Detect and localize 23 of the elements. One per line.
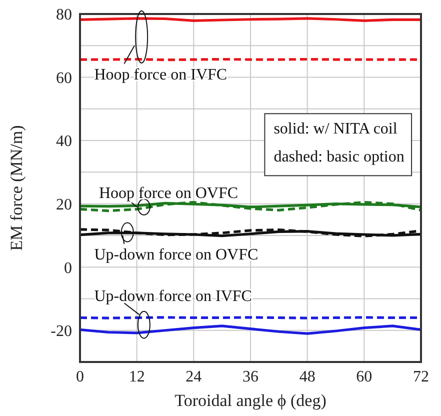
annotation: Up-down force on IVFC bbox=[94, 288, 252, 305]
x-tick-label: 72 bbox=[413, 368, 429, 386]
y-tick-label: 0 bbox=[64, 260, 72, 277]
x-axis-title: Toroidal angle ϕ (deg) bbox=[174, 391, 326, 410]
x-tick-label: 24 bbox=[186, 368, 202, 386]
x-tick-label: 12 bbox=[128, 368, 145, 386]
y-tick-label: 20 bbox=[56, 196, 72, 214]
x-tick-label: 48 bbox=[299, 368, 316, 386]
y-tick-label: -20 bbox=[50, 323, 72, 340]
x-tick-label: 0 bbox=[76, 368, 84, 386]
annotation: Hoop force on IVFC bbox=[94, 66, 228, 84]
annotation: Hoop force on OVFC bbox=[98, 185, 238, 202]
x-tick-label: 36 bbox=[242, 368, 258, 386]
line-series bbox=[80, 324, 421, 335]
y-axis-title: EM force (MN/m) bbox=[7, 125, 26, 251]
y-tick-label: 60 bbox=[56, 70, 72, 87]
x-tick-label: 60 bbox=[356, 368, 372, 386]
y-tick-label: 40 bbox=[56, 133, 72, 150]
y-tick-label: 80 bbox=[56, 6, 72, 24]
annotation: Up-down force on OVFC bbox=[94, 246, 258, 264]
annotation: dashed: basic option bbox=[274, 148, 404, 166]
annotation: solid: w/ NITA coil bbox=[274, 120, 398, 138]
line-series bbox=[80, 228, 421, 238]
